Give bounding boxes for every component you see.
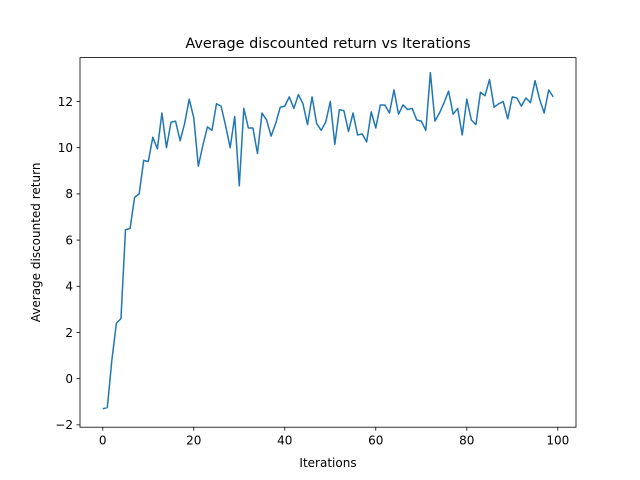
x-tick-label: 0 xyxy=(99,434,107,448)
y-tick-label: 10 xyxy=(58,141,73,155)
x-axis: 0 20 40 60 80 100 xyxy=(99,427,569,448)
x-tick-label: 100 xyxy=(546,434,569,448)
y-axis: −2 0 2 4 6 8 10 12 xyxy=(55,95,80,432)
y-tick-label: 4 xyxy=(65,280,73,294)
y-tick-label: 6 xyxy=(65,233,73,247)
x-tick-label: 40 xyxy=(277,434,292,448)
plot-area-frame xyxy=(79,57,577,428)
y-tick-label: 8 xyxy=(65,187,73,201)
x-tick-label: 60 xyxy=(368,434,383,448)
y-axis-label: Average discounted return xyxy=(29,163,43,323)
y-tick-label: 2 xyxy=(65,326,73,340)
y-tick-label: −2 xyxy=(55,418,73,432)
y-tick-label: 0 xyxy=(65,372,73,386)
series-line xyxy=(102,71,554,410)
x-axis-label: Iterations xyxy=(299,456,356,470)
y-tick-label: 12 xyxy=(58,95,73,109)
chart-title: Average discounted return vs Iterations xyxy=(185,36,470,52)
x-tick-label: 20 xyxy=(186,434,201,448)
x-tick-label: 80 xyxy=(459,434,474,448)
